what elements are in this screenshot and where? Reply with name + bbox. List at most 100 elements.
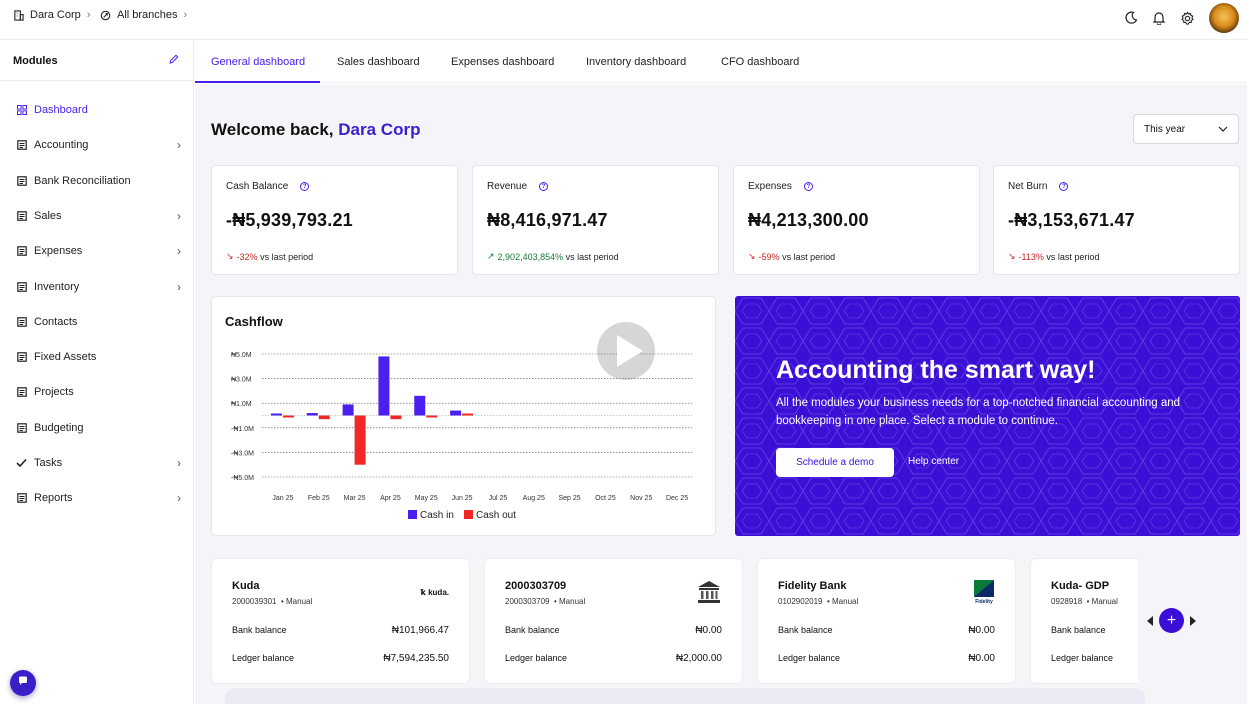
bank-account-meta: 2000039301 • Manual xyxy=(232,597,313,606)
stat-value: -₦3,153,671.47 xyxy=(1008,210,1135,230)
carousel-prev-icon[interactable] xyxy=(1147,615,1153,626)
stat-card-expenses: Expenses? ₦4,213,300.00 ↘ -59% vs last pe… xyxy=(733,165,980,275)
sidebar-item-fixed-assets[interactable]: Fixed Assets xyxy=(0,344,194,370)
sidebar-item-expenses[interactable]: Expenses › xyxy=(0,238,194,264)
branch-name: All branches xyxy=(117,9,178,21)
help-icon[interactable]: ? xyxy=(539,182,549,191)
tab-general-dashboard[interactable]: General dashboard xyxy=(211,56,306,68)
bar-cash-in xyxy=(306,413,318,416)
bank-balance-label: Bank balance xyxy=(778,625,833,635)
stat-change: 2,902,403,854% xyxy=(497,251,564,262)
stat-value: ₦8,416,971.47 xyxy=(487,210,608,230)
edit-icon[interactable] xyxy=(169,54,179,67)
x-tick-label: Mar 25 xyxy=(344,495,366,502)
ledger-balance-label: Ledger balance xyxy=(1051,653,1114,663)
bank-account-card[interactable]: 2000303709 2000303709 • Manual Bank bala… xyxy=(484,558,743,684)
x-tick-label: Oct 25 xyxy=(595,495,616,502)
stat-value: ₦4,213,300.00 xyxy=(748,210,869,230)
bank-balance-label: Bank balance xyxy=(505,625,560,635)
ledger-balance-value: ₦7,594,235.50 xyxy=(383,653,449,664)
welcome-prefix: Welcome back, xyxy=(211,120,334,139)
avatar[interactable] xyxy=(1209,3,1239,33)
organization-name: Dara Corp xyxy=(30,9,81,21)
bank-account-card[interactable]: Kuda 2000039301 • Manual ꝁ kuda. Bank ba… xyxy=(211,558,470,684)
help-center-link[interactable]: Help center xyxy=(908,456,960,467)
sidebar-item-bank-reconciliation[interactable]: Bank Reconciliation xyxy=(0,168,194,194)
stat-card-revenue: Revenue? ₦8,416,971.47 ↗ 2,902,403,854% v… xyxy=(472,165,719,275)
breadcrumb-branch[interactable]: All branches › xyxy=(100,9,187,21)
period-select-value: This year xyxy=(1144,123,1186,135)
promo-title: Accounting the smart way! xyxy=(776,356,1096,384)
bell-icon[interactable] xyxy=(1151,10,1167,26)
sidebar-item-dashboard[interactable]: Dashboard xyxy=(0,97,194,123)
y-tick-label: ₦5.0M xyxy=(231,352,252,359)
moon-icon[interactable] xyxy=(1123,10,1139,26)
bank-balance-value: ₦0.00 xyxy=(968,625,995,636)
sidebar: Modules Dashboard Accounting › Bank Reconci… xyxy=(0,41,194,704)
gear-icon[interactable] xyxy=(1179,10,1195,26)
schedule-demo-button[interactable]: Schedule a demo xyxy=(776,448,894,477)
fidelity-logo: Fidelity xyxy=(973,579,995,610)
chevron-right-icon: › xyxy=(183,9,188,21)
tab-cfo-dashboard[interactable]: CFO dashboard xyxy=(721,56,800,68)
budget-icon xyxy=(16,422,27,433)
bank-account-card[interactable]: Fidelity Bank 0102902019 • Manual Fideli… xyxy=(757,558,1016,684)
bank-balance-value: ₦0.00 xyxy=(695,625,722,636)
bar-cash-in xyxy=(378,356,390,416)
sidebar-item-reports[interactable]: Reports › xyxy=(0,485,194,511)
play-video-button[interactable] xyxy=(593,321,659,381)
help-icon[interactable]: ? xyxy=(1059,182,1069,191)
ledger-balance-label: Ledger balance xyxy=(778,653,841,663)
sidebar-item-sales[interactable]: Sales › xyxy=(0,203,194,229)
sidebar-item-accounting[interactable]: Accounting › xyxy=(0,132,194,158)
cashflow-card: Cashflow ₦5.0M ₦3.0M ₦1.0M -₦1.0M -₦3.0M -₦5.… xyxy=(211,296,716,536)
bar-cash-out xyxy=(282,415,294,418)
sidebar-item-projects[interactable]: Projects xyxy=(0,379,194,405)
sidebar-item-budgeting[interactable]: Budgeting xyxy=(0,415,194,441)
sidebar-item-tasks[interactable]: Tasks › xyxy=(0,450,194,476)
tasks-icon xyxy=(16,458,27,469)
bank-balance-label: Bank balance xyxy=(232,625,287,635)
chevron-down-icon xyxy=(1218,124,1228,135)
bank-carousel-nav: + xyxy=(1147,608,1196,633)
help-icon[interactable]: ? xyxy=(803,182,813,191)
sales-icon xyxy=(16,210,27,221)
tab-inventory-dashboard[interactable]: Inventory dashboard xyxy=(586,56,687,68)
help-icon[interactable]: ? xyxy=(300,182,310,191)
sidebar-item-contacts[interactable]: Contacts xyxy=(0,309,194,335)
y-tick-label: -₦1.0M xyxy=(231,426,254,433)
chat-support-button[interactable] xyxy=(10,670,36,696)
period-select[interactable]: This year xyxy=(1133,114,1239,144)
bar-cash-in xyxy=(342,404,354,416)
sidebar-item-label: Projects xyxy=(34,386,74,399)
x-tick-label: Jul 25 xyxy=(489,495,508,502)
bank-name: 2000303709 xyxy=(505,580,567,592)
y-tick-label: -₦5.0M xyxy=(231,475,254,482)
sidebar-item-label: Tasks xyxy=(34,457,63,469)
sidebar-item-label: Inventory xyxy=(34,280,80,293)
ledger-balance-value: ₦0.00 xyxy=(968,653,995,664)
promo-pattern xyxy=(735,296,1240,536)
bar-cash-in xyxy=(270,413,282,416)
bank-account-card[interactable]: Kuda- GDP 0928918 • Manual Bank balance … xyxy=(1030,558,1138,684)
add-bank-account-button[interactable]: + xyxy=(1159,608,1184,633)
chevron-right-icon: › xyxy=(177,456,181,470)
carousel-next-icon[interactable] xyxy=(1190,615,1196,626)
assets-icon xyxy=(16,352,27,363)
trend-down-icon: ↘ xyxy=(1008,251,1016,261)
legend-swatch xyxy=(408,510,417,519)
ledger-icon xyxy=(16,140,27,151)
stat-change: -32% xyxy=(236,251,258,262)
expenses-icon xyxy=(16,246,27,257)
tab-sales-dashboard[interactable]: Sales dashboard xyxy=(337,56,420,68)
sidebar-item-inventory[interactable]: Inventory › xyxy=(0,274,194,300)
bar-cash-out xyxy=(354,415,366,465)
ledger-balance-label: Ledger balance xyxy=(505,653,568,663)
contacts-icon xyxy=(16,316,27,327)
bar-cash-out xyxy=(426,415,438,418)
breadcrumb-organization[interactable]: Dara Corp › xyxy=(13,9,90,21)
chat-icon xyxy=(17,674,29,692)
chevron-right-icon: › xyxy=(177,138,181,153)
promo-banner: Accounting the smart way! All the module… xyxy=(735,296,1240,536)
tab-expenses-dashboard[interactable]: Expenses dashboard xyxy=(451,56,555,68)
